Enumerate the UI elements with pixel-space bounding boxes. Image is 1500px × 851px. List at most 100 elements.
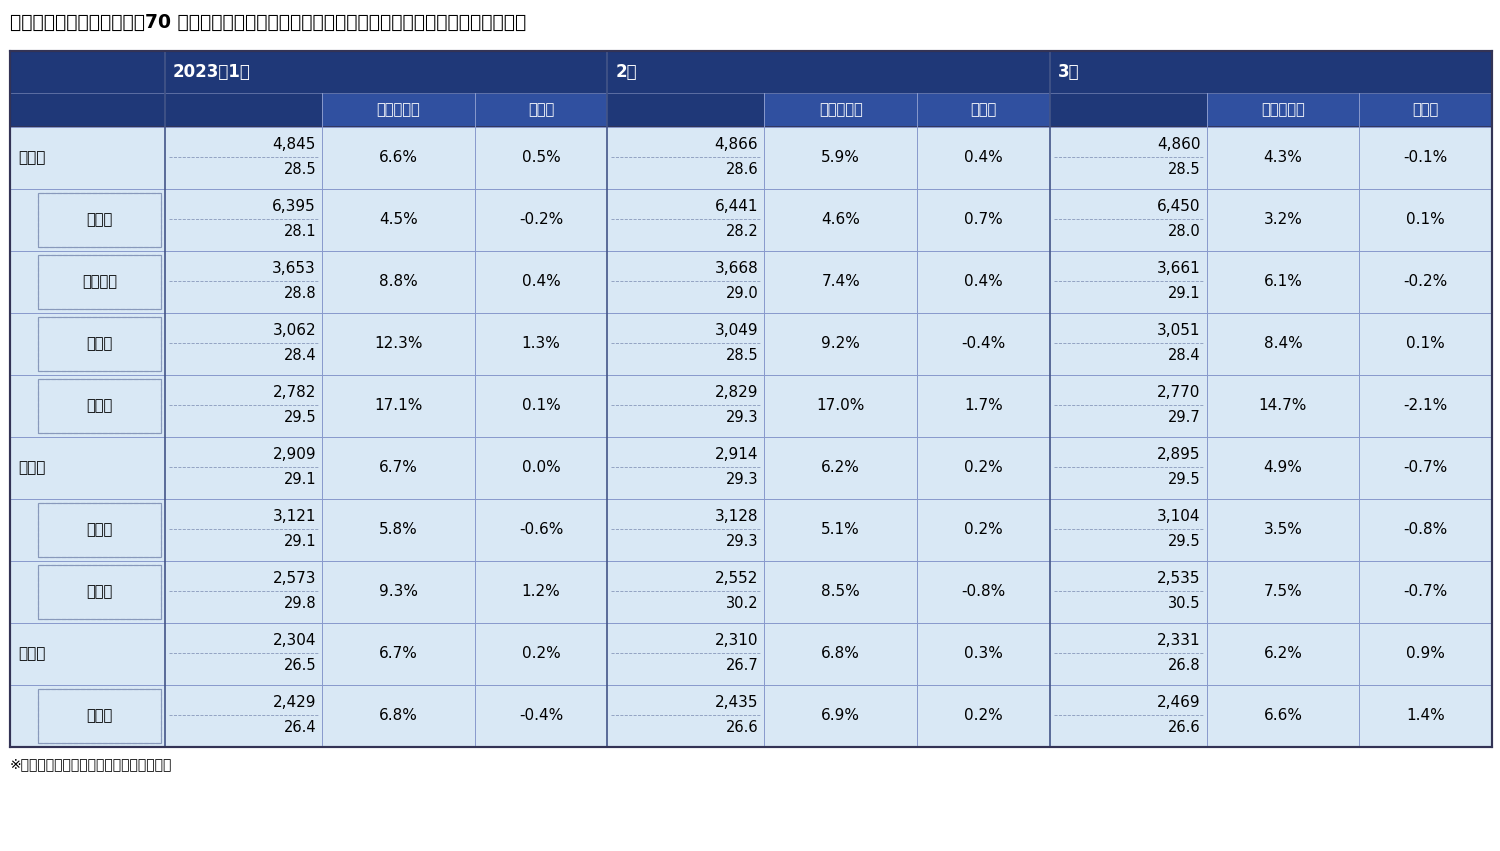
Text: 2月: 2月 (615, 63, 638, 81)
Bar (165, 51, 608, 93)
Text: 29.3: 29.3 (726, 534, 759, 549)
Text: 6.7%: 6.7% (380, 647, 419, 661)
Bar (38, 503, 160, 557)
Text: 4,866: 4,866 (714, 137, 759, 151)
Bar (165, 313, 322, 375)
Text: -0.1%: -0.1% (1404, 151, 1447, 165)
Text: 0.4%: 0.4% (522, 275, 561, 289)
Text: 29.5: 29.5 (1168, 471, 1200, 487)
Text: 12.3%: 12.3% (374, 336, 423, 351)
Bar (608, 561, 765, 623)
Text: 7.4%: 7.4% (822, 275, 860, 289)
Text: 26.8: 26.8 (1168, 658, 1200, 672)
Text: 0.2%: 0.2% (964, 709, 1002, 723)
Bar (165, 127, 322, 189)
Text: 5.1%: 5.1% (822, 523, 860, 538)
Text: 6.6%: 6.6% (380, 151, 419, 165)
Bar (1206, 685, 1359, 747)
Bar (38, 565, 160, 619)
Text: 29.0: 29.0 (726, 286, 759, 300)
Text: 28.0: 28.0 (1168, 224, 1200, 238)
Bar (10, 623, 165, 685)
Text: 2,469: 2,469 (1156, 695, 1200, 710)
Bar (916, 437, 1050, 499)
Text: 0.4%: 0.4% (964, 151, 1002, 165)
Bar (322, 623, 474, 685)
Text: 8.4%: 8.4% (1263, 336, 1302, 351)
Bar (1359, 499, 1492, 561)
Text: -0.8%: -0.8% (1404, 523, 1447, 538)
Bar (1050, 313, 1206, 375)
Text: 0.9%: 0.9% (1406, 647, 1444, 661)
Bar (765, 561, 916, 623)
Bar (1050, 189, 1206, 251)
Bar (38, 379, 160, 433)
Bar (10, 685, 165, 747)
Text: 28.5: 28.5 (726, 348, 759, 363)
Text: 前年同月比: 前年同月比 (1262, 102, 1305, 117)
Text: 9.2%: 9.2% (821, 336, 860, 351)
Bar (165, 499, 322, 561)
Text: 三大都市圏および都府県　70 ㎡あたりの中古マンション価格　　（図中の数値は１・７月の価格）: 三大都市圏および都府県 70 ㎡あたりの中古マンション価格 （図中の数値は１・７… (10, 13, 526, 32)
Text: 26.5: 26.5 (284, 658, 316, 672)
Bar (10, 189, 165, 251)
Bar (1359, 189, 1492, 251)
Text: 2,782: 2,782 (273, 385, 316, 400)
Bar (165, 623, 322, 685)
Bar (765, 437, 916, 499)
Text: 2,310: 2,310 (716, 633, 759, 648)
Text: 30.5: 30.5 (1168, 596, 1200, 611)
Text: 26.7: 26.7 (726, 658, 759, 672)
Text: 8.8%: 8.8% (380, 275, 417, 289)
Bar (38, 565, 160, 619)
Bar (1050, 499, 1206, 561)
Text: 3,661: 3,661 (1156, 261, 1200, 276)
Bar (165, 93, 322, 127)
Text: 3月: 3月 (1058, 63, 1080, 81)
Text: 28.2: 28.2 (726, 224, 759, 238)
Text: 4.3%: 4.3% (1263, 151, 1302, 165)
Bar (38, 255, 160, 309)
Text: 0.1%: 0.1% (522, 398, 561, 414)
Bar (1359, 127, 1492, 189)
Bar (322, 127, 474, 189)
Text: 埼玉県: 埼玉県 (87, 336, 112, 351)
Text: 3.2%: 3.2% (1263, 213, 1302, 227)
Bar (1206, 375, 1359, 437)
Text: 3,121: 3,121 (273, 509, 316, 524)
Bar (10, 127, 165, 189)
Bar (1359, 93, 1492, 127)
Text: 5.8%: 5.8% (380, 523, 417, 538)
Bar (1050, 375, 1206, 437)
Bar (608, 51, 1050, 93)
Bar (916, 561, 1050, 623)
Bar (765, 375, 916, 437)
Text: 前月比: 前月比 (970, 102, 996, 117)
Text: 7.5%: 7.5% (1263, 585, 1302, 599)
Text: 4,860: 4,860 (1156, 137, 1200, 151)
Bar (916, 189, 1050, 251)
Bar (1050, 93, 1206, 127)
Text: 0.2%: 0.2% (964, 523, 1002, 538)
Bar (765, 251, 916, 313)
Bar (322, 437, 474, 499)
Text: 6.6%: 6.6% (1263, 709, 1302, 723)
Bar (38, 317, 160, 371)
Text: 0.2%: 0.2% (964, 460, 1002, 476)
Bar (474, 499, 608, 561)
Bar (322, 561, 474, 623)
Bar (608, 127, 765, 189)
Text: 前月比: 前月比 (528, 102, 554, 117)
Text: 大阪府: 大阪府 (87, 523, 112, 538)
Bar (916, 127, 1050, 189)
Text: 6,441: 6,441 (716, 199, 759, 214)
Text: 2,435: 2,435 (716, 695, 759, 710)
Bar (1206, 623, 1359, 685)
Text: 0.3%: 0.3% (964, 647, 1004, 661)
Text: 2,914: 2,914 (716, 447, 759, 462)
Text: 3,104: 3,104 (1156, 509, 1200, 524)
Text: 2,573: 2,573 (273, 571, 316, 585)
Text: 2,331: 2,331 (1156, 633, 1200, 648)
Bar (916, 623, 1050, 685)
Bar (1359, 375, 1492, 437)
